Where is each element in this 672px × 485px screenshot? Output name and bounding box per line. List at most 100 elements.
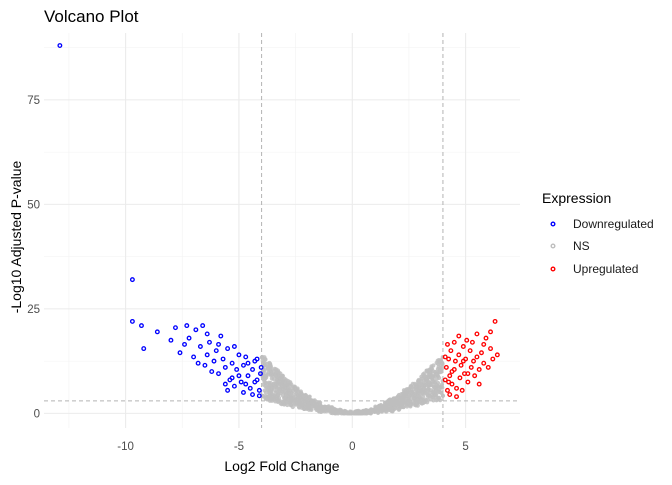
ns-point <box>417 379 422 384</box>
ns-point <box>416 394 422 399</box>
legend-key-downregulated <box>550 221 556 227</box>
ns-point <box>300 398 305 403</box>
upregulated-point <box>469 339 475 345</box>
upregulated-point <box>456 333 462 339</box>
downregulated-point <box>231 383 237 389</box>
ns-point <box>421 374 426 379</box>
upregulated-point <box>481 360 487 366</box>
ns-point <box>415 403 420 408</box>
x-tick-label: 0 <box>349 441 355 453</box>
downregulated-point <box>236 352 242 358</box>
downregulated-point <box>218 333 224 339</box>
ns-point <box>262 360 267 365</box>
ns-point <box>272 368 277 374</box>
legend-label-ns: NS <box>573 239 590 253</box>
grid-layer <box>44 33 520 428</box>
ns-point <box>269 371 275 377</box>
downregulated-point <box>204 352 210 358</box>
ns-point <box>268 388 273 393</box>
ns-point <box>360 410 365 415</box>
upregulated-point <box>447 392 453 398</box>
ns-point <box>431 398 436 403</box>
upregulated-point <box>494 352 500 358</box>
ns-point <box>305 399 310 404</box>
ns-point <box>426 380 431 385</box>
ns-point <box>437 375 442 381</box>
ns-point <box>439 382 445 387</box>
ns-point <box>386 399 391 404</box>
ns-point <box>424 377 430 382</box>
reference-lines <box>44 33 520 428</box>
downregulated-point <box>234 367 240 372</box>
upregulated-point <box>460 358 466 364</box>
upregulated-point <box>458 362 464 368</box>
ns-point <box>314 401 319 407</box>
ns-point <box>413 383 418 388</box>
upregulated-point <box>483 335 489 341</box>
ns-point <box>431 390 436 395</box>
upregulated-point <box>476 381 482 387</box>
upregulated-point <box>445 341 450 347</box>
downregulated-point <box>216 341 221 347</box>
legend-label-upregulated: Upregulated <box>573 262 638 276</box>
downregulated-point <box>216 371 221 377</box>
ns-point <box>261 382 266 387</box>
upregulated-point <box>456 352 462 358</box>
ns-point <box>392 396 397 401</box>
ns-point <box>322 405 327 410</box>
downregulated-point <box>200 323 206 329</box>
upregulated-point <box>479 350 484 356</box>
downregulated-point <box>184 323 190 329</box>
downregulated-point <box>57 43 63 48</box>
downregulated-point <box>222 364 228 370</box>
upregulated-point <box>451 339 457 345</box>
ns-point <box>418 384 423 390</box>
upregulated-point <box>445 387 450 393</box>
ns-point <box>271 396 276 402</box>
upregulated-point <box>488 346 493 352</box>
ns-point <box>411 399 416 404</box>
downregulated-point <box>193 327 199 333</box>
ns-point <box>380 406 386 411</box>
legend-entry-ns: NS <box>550 239 590 253</box>
ns-point <box>408 404 413 409</box>
downregulated-point <box>258 371 263 377</box>
ns-point <box>264 385 269 390</box>
legend-key-ns <box>550 243 556 249</box>
ns-point <box>271 381 277 386</box>
upregulated-point <box>476 367 482 372</box>
downregulated-point <box>220 356 226 362</box>
legend-entry-downregulated: Downregulated <box>550 217 654 231</box>
y-tick-label: 50 <box>27 199 40 211</box>
ns-point <box>281 401 286 406</box>
upregulated-point <box>442 354 448 360</box>
ns-point <box>377 404 382 409</box>
ns-point <box>428 368 433 374</box>
upregulated-point <box>446 356 452 362</box>
ns-point <box>279 389 285 394</box>
downregulated-point <box>225 387 231 393</box>
upregulated-point <box>448 348 454 354</box>
downregulated-point <box>241 362 246 368</box>
downregulated-point <box>207 339 212 345</box>
ns-point <box>397 399 402 404</box>
upregulated-point <box>471 358 476 364</box>
ns-point <box>312 398 317 403</box>
ns-point <box>260 355 265 360</box>
upregulated-point <box>443 364 449 370</box>
ns-point <box>299 391 304 396</box>
ns-point <box>295 396 300 401</box>
downregulated-point <box>258 364 264 370</box>
ns-point <box>409 385 414 390</box>
downregulated-point <box>129 277 135 283</box>
ns-point <box>276 370 281 375</box>
ns-point <box>335 409 341 414</box>
ns-point <box>401 388 407 393</box>
ns-point <box>289 401 295 407</box>
y-tick-label: 25 <box>27 304 40 316</box>
downregulated-point <box>238 379 244 385</box>
ns-point <box>398 395 403 400</box>
